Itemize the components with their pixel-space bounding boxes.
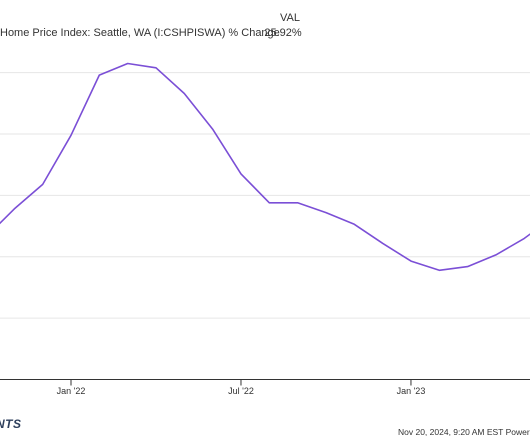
x-tick-label-2: Jan '23 bbox=[397, 386, 426, 396]
data-point-2021-11 bbox=[13, 208, 15, 210]
data-point-2023-05 bbox=[523, 237, 525, 239]
data-point-2022-09 bbox=[296, 202, 298, 204]
legend-value-header: VAL bbox=[280, 12, 300, 24]
data-point-2022-05 bbox=[183, 92, 185, 94]
x-tick-label-0: Jan '22 bbox=[57, 386, 86, 396]
data-point-2021-12 bbox=[41, 183, 43, 185]
data-point-2022-06 bbox=[211, 128, 213, 130]
legend-series-value: 25.92% bbox=[264, 27, 302, 39]
data-point-2023-01 bbox=[410, 260, 412, 262]
data-point-2022-12 bbox=[381, 242, 383, 244]
data-point-2022-08 bbox=[268, 202, 270, 204]
data-point-2022-04 bbox=[155, 67, 157, 69]
data-point-2023-03 bbox=[466, 265, 468, 267]
ycharts-logo: NTS bbox=[0, 417, 22, 431]
series-line-seattle-hpi bbox=[0, 62, 530, 272]
data-point-2022-11 bbox=[353, 223, 355, 225]
data-point-2022-03 bbox=[126, 62, 128, 64]
legend-series-label: Home Price Index: Seattle, WA (I:CSHPISW… bbox=[0, 27, 280, 39]
footer-timestamp: Nov 20, 2024, 9:20 AM EST Powered by bbox=[398, 427, 530, 437]
data-point-2022-10 bbox=[325, 211, 327, 213]
data-point-2022-07 bbox=[240, 173, 242, 175]
data-point-2022-01 bbox=[70, 134, 72, 136]
gridlines bbox=[0, 72, 530, 319]
x-tick-label-1: Jul '22 bbox=[228, 386, 254, 396]
data-point-2022-02 bbox=[98, 74, 100, 76]
series-points bbox=[0, 62, 530, 316]
data-point-2023-02 bbox=[438, 269, 440, 271]
data-point-2023-04 bbox=[495, 254, 497, 256]
